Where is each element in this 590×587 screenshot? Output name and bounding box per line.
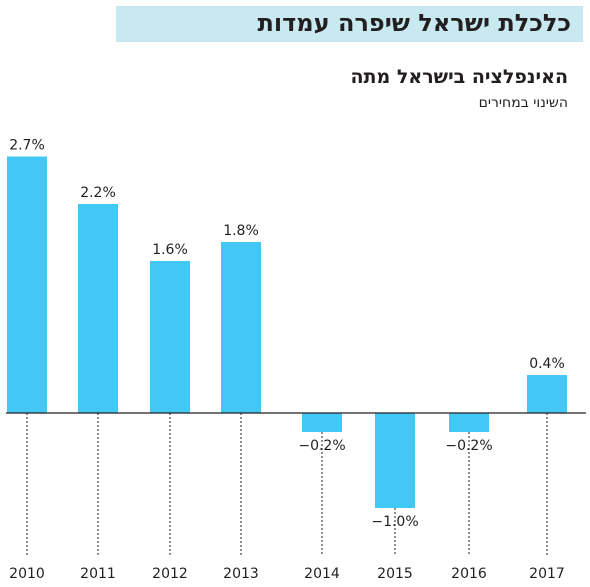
chart-subtitle: השינוי במחירים [478, 95, 568, 111]
bar-2010 [7, 156, 47, 413]
value-label-2010: 2.7% [9, 138, 45, 154]
bar-2011 [78, 204, 118, 413]
value-label-2013: 1.8% [223, 223, 259, 239]
bar-2016 [449, 413, 489, 432]
year-label-2011: 2011 [80, 566, 116, 582]
year-label-2016: 2016 [451, 566, 487, 582]
bar-2014 [302, 413, 342, 432]
value-label-2015: −1.0% [371, 514, 418, 530]
value-label-2011: 2.2% [80, 185, 116, 201]
value-label-2016: −0.2% [445, 438, 492, 454]
year-label-2013: 2013 [223, 566, 259, 582]
bar-2012 [150, 261, 190, 413]
chart-title: האינפלציה בישראל מתה [350, 66, 569, 88]
bar-2015 [375, 413, 415, 508]
header-banner: כלכלת ישראל שיפרה עמדות [116, 6, 583, 42]
value-label-2017: 0.4% [529, 356, 565, 372]
value-label-2014: −0.2% [298, 438, 345, 454]
value-label-2012: 1.6% [152, 242, 188, 258]
year-label-2017: 2017 [529, 566, 565, 582]
bar-2013 [221, 242, 261, 413]
year-label-2012: 2012 [152, 566, 188, 582]
banner-title: כלכלת ישראל שיפרה עמדות [257, 9, 571, 37]
bar-2017 [527, 375, 567, 413]
year-label-2010: 2010 [9, 566, 45, 582]
year-label-2015: 2015 [377, 566, 413, 582]
year-label-2014: 2014 [304, 566, 340, 582]
